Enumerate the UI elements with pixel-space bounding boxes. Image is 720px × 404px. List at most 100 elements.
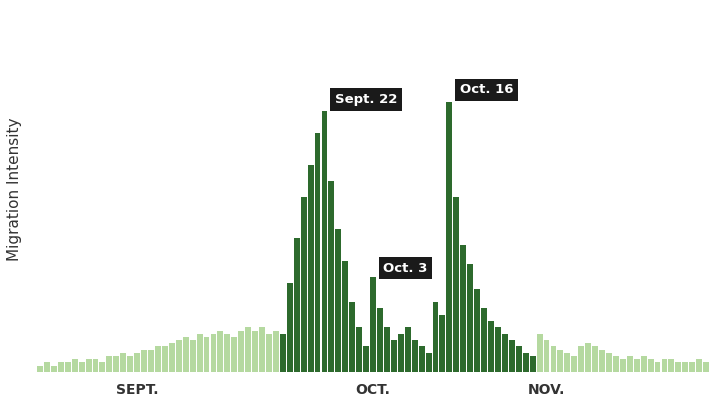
- Bar: [627, 356, 633, 372]
- Bar: [641, 356, 647, 372]
- Bar: [328, 181, 334, 372]
- Bar: [398, 334, 404, 372]
- Bar: [273, 330, 279, 372]
- Bar: [183, 337, 189, 372]
- Bar: [301, 197, 307, 372]
- Bar: [377, 308, 383, 372]
- Bar: [703, 362, 709, 372]
- Bar: [322, 111, 328, 372]
- Bar: [370, 276, 376, 372]
- Bar: [259, 327, 265, 372]
- Bar: [683, 362, 688, 372]
- Bar: [252, 330, 258, 372]
- Bar: [204, 337, 210, 372]
- Bar: [599, 350, 605, 372]
- Bar: [654, 362, 660, 372]
- Bar: [113, 356, 120, 372]
- Bar: [530, 356, 536, 372]
- Bar: [551, 347, 557, 372]
- Bar: [384, 327, 390, 372]
- Bar: [363, 347, 369, 372]
- Bar: [460, 245, 467, 372]
- Bar: [148, 350, 154, 372]
- Bar: [620, 359, 626, 372]
- Bar: [349, 302, 355, 372]
- Bar: [696, 359, 702, 372]
- Bar: [280, 334, 286, 372]
- Bar: [197, 334, 202, 372]
- Bar: [107, 356, 112, 372]
- Bar: [572, 356, 577, 372]
- Bar: [578, 347, 584, 372]
- Bar: [65, 362, 71, 372]
- Bar: [93, 359, 99, 372]
- Bar: [481, 308, 487, 372]
- Bar: [342, 261, 348, 372]
- Text: Sept. 22: Sept. 22: [335, 93, 397, 106]
- Bar: [51, 366, 57, 372]
- Bar: [634, 359, 639, 372]
- Text: Oct. 3: Oct. 3: [384, 262, 428, 275]
- Bar: [412, 340, 418, 372]
- Bar: [433, 302, 438, 372]
- Y-axis label: Migration Intensity: Migration Intensity: [7, 118, 22, 261]
- Bar: [315, 133, 320, 372]
- Bar: [446, 101, 452, 372]
- Bar: [37, 366, 43, 372]
- Bar: [44, 362, 50, 372]
- Bar: [336, 229, 341, 372]
- Bar: [495, 327, 501, 372]
- Bar: [509, 340, 515, 372]
- Bar: [127, 356, 133, 372]
- Bar: [134, 353, 140, 372]
- Bar: [675, 362, 681, 372]
- Bar: [246, 327, 251, 372]
- Bar: [662, 359, 667, 372]
- Bar: [474, 289, 480, 372]
- Bar: [120, 353, 126, 372]
- Text: Oct. 16: Oct. 16: [460, 83, 513, 96]
- Bar: [189, 340, 196, 372]
- Bar: [613, 356, 619, 372]
- Bar: [307, 165, 313, 372]
- Bar: [78, 362, 84, 372]
- Bar: [592, 347, 598, 372]
- Bar: [176, 340, 181, 372]
- Bar: [668, 359, 675, 372]
- Bar: [454, 197, 459, 372]
- Bar: [564, 353, 570, 372]
- Bar: [606, 353, 612, 372]
- Bar: [99, 362, 105, 372]
- Bar: [488, 321, 494, 372]
- Bar: [58, 362, 64, 372]
- Bar: [266, 334, 272, 372]
- Bar: [405, 327, 410, 372]
- Bar: [231, 337, 237, 372]
- Bar: [516, 347, 522, 372]
- Bar: [86, 359, 91, 372]
- Bar: [391, 340, 397, 372]
- Bar: [648, 359, 654, 372]
- Bar: [238, 330, 244, 372]
- Bar: [557, 350, 563, 372]
- Bar: [225, 334, 230, 372]
- Bar: [356, 327, 362, 372]
- Bar: [169, 343, 175, 372]
- Bar: [439, 315, 446, 372]
- Bar: [689, 362, 696, 372]
- Bar: [523, 353, 528, 372]
- Bar: [287, 283, 293, 372]
- Bar: [585, 343, 591, 372]
- Bar: [155, 347, 161, 372]
- Bar: [418, 347, 425, 372]
- Bar: [536, 334, 543, 372]
- Bar: [141, 350, 147, 372]
- Bar: [210, 334, 217, 372]
- Bar: [72, 359, 78, 372]
- Bar: [294, 238, 300, 372]
- Bar: [502, 334, 508, 372]
- Bar: [162, 347, 168, 372]
- Bar: [467, 264, 473, 372]
- Bar: [426, 353, 431, 372]
- Bar: [544, 340, 549, 372]
